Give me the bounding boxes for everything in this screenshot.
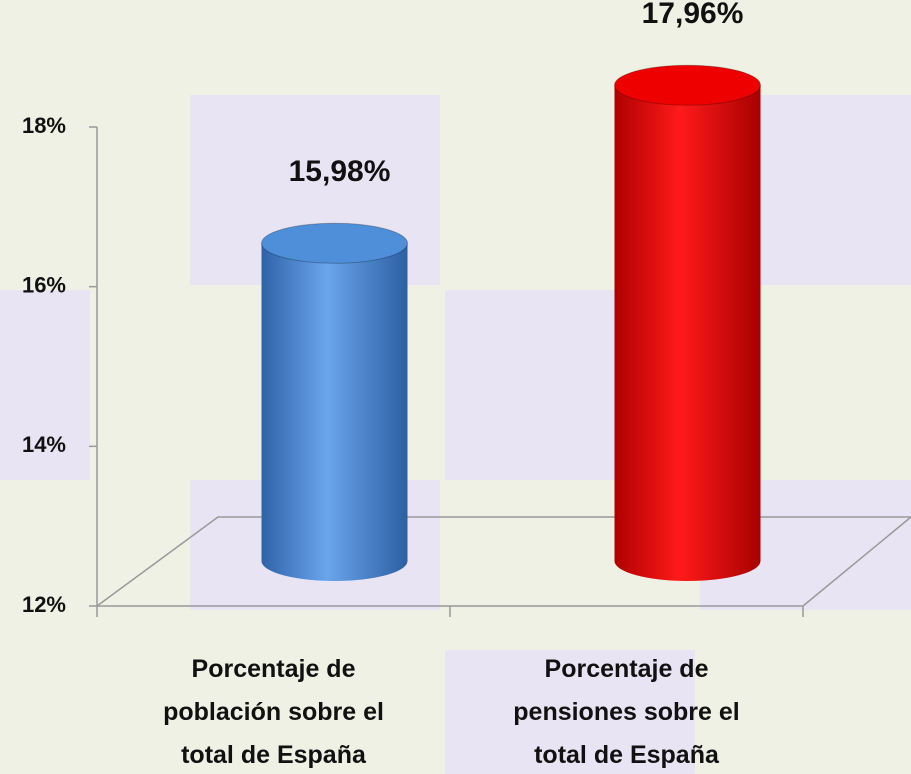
y-tick-label: 16% (22, 272, 66, 297)
bar-top (614, 64, 761, 106)
value-label: 17,96% (642, 0, 744, 30)
x-tick-label: Porcentaje de pensiones sobre el total d… (513, 655, 740, 769)
y-tick-label: 14% (22, 432, 66, 457)
bar-top (261, 222, 408, 264)
value-label: 15,98% (289, 155, 391, 188)
x-tick-label: Porcentaje de población sobre el total d… (163, 655, 384, 769)
background-patches (0, 95, 911, 774)
bar (261, 222, 408, 581)
bar (614, 64, 761, 582)
y-tick-label: 12% (22, 592, 66, 617)
bar-body (261, 243, 408, 581)
y-tick-label: 18% (22, 113, 66, 138)
bar-body (614, 85, 761, 582)
